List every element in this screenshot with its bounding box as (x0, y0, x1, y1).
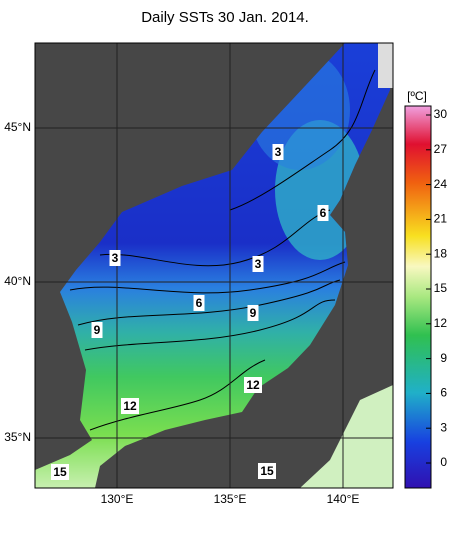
colorbar-unit: [ºC] (407, 89, 427, 103)
colorbar-tick-label: 18 (434, 246, 448, 260)
colorbar (404, 105, 432, 489)
contour-label-box (109, 250, 121, 266)
lat-label: 45°N (4, 120, 31, 134)
contour-label: 3 (275, 145, 282, 159)
contour-line (99, 209, 331, 267)
lon-label: 135°E (214, 492, 247, 506)
contour-label: 15 (53, 465, 67, 479)
contour-labels: 3 6 3 3 6 9 9 12 12 15 15 (51, 144, 329, 480)
colorbar-tick-label: 27 (434, 142, 448, 156)
colorbar-tick-label: 3 (440, 420, 447, 434)
lon-label: 130°E (101, 492, 134, 506)
colorbar-tick-label: 0 (440, 455, 447, 469)
contour-label: 9 (250, 306, 257, 320)
contour-label-box (51, 464, 69, 480)
no-data (378, 43, 393, 88)
contour-label-box (258, 463, 276, 479)
colorbar-tick-label: 15 (434, 281, 448, 295)
contour-label: 6 (320, 206, 327, 220)
contour-line (229, 69, 376, 211)
colorbar-tick-label: 24 (434, 177, 448, 191)
lon-label: 140°E (327, 492, 360, 506)
colorbar-tick-label: 30 (434, 107, 448, 121)
contour-label-box (244, 377, 262, 393)
contour-label: 6 (196, 296, 203, 310)
lat-label: 35°N (4, 430, 31, 444)
colorbar-tick-label: 21 (434, 212, 448, 226)
contour-line (84, 299, 336, 351)
contour-label-box (317, 205, 329, 221)
contour-label-box (247, 305, 259, 321)
contour-label: 3 (112, 251, 119, 265)
colorbar-tick-label: 12 (434, 316, 448, 330)
contour-label: 3 (255, 257, 262, 271)
colorbar-tick-label: 6 (440, 386, 447, 400)
title: Daily SSTs 30 Jan. 2014. (141, 9, 309, 26)
contour-label-box (91, 322, 103, 338)
contour-line (89, 359, 266, 431)
contour-label-box (272, 144, 284, 160)
map-frame (34, 42, 394, 489)
pacific (300, 385, 393, 488)
contour-label: 9 (94, 323, 101, 337)
graticule (35, 43, 393, 488)
contour-label-box (252, 256, 264, 272)
contour-line (69, 261, 346, 294)
colorbar-tick-label: 9 (440, 351, 447, 365)
contour-label: 15 (260, 464, 274, 478)
contour-label: 12 (123, 399, 137, 413)
contour-label-box (193, 295, 205, 311)
contour-label-box (121, 398, 139, 414)
lat-label: 40°N (4, 274, 31, 288)
contour-label: 12 (246, 378, 260, 392)
